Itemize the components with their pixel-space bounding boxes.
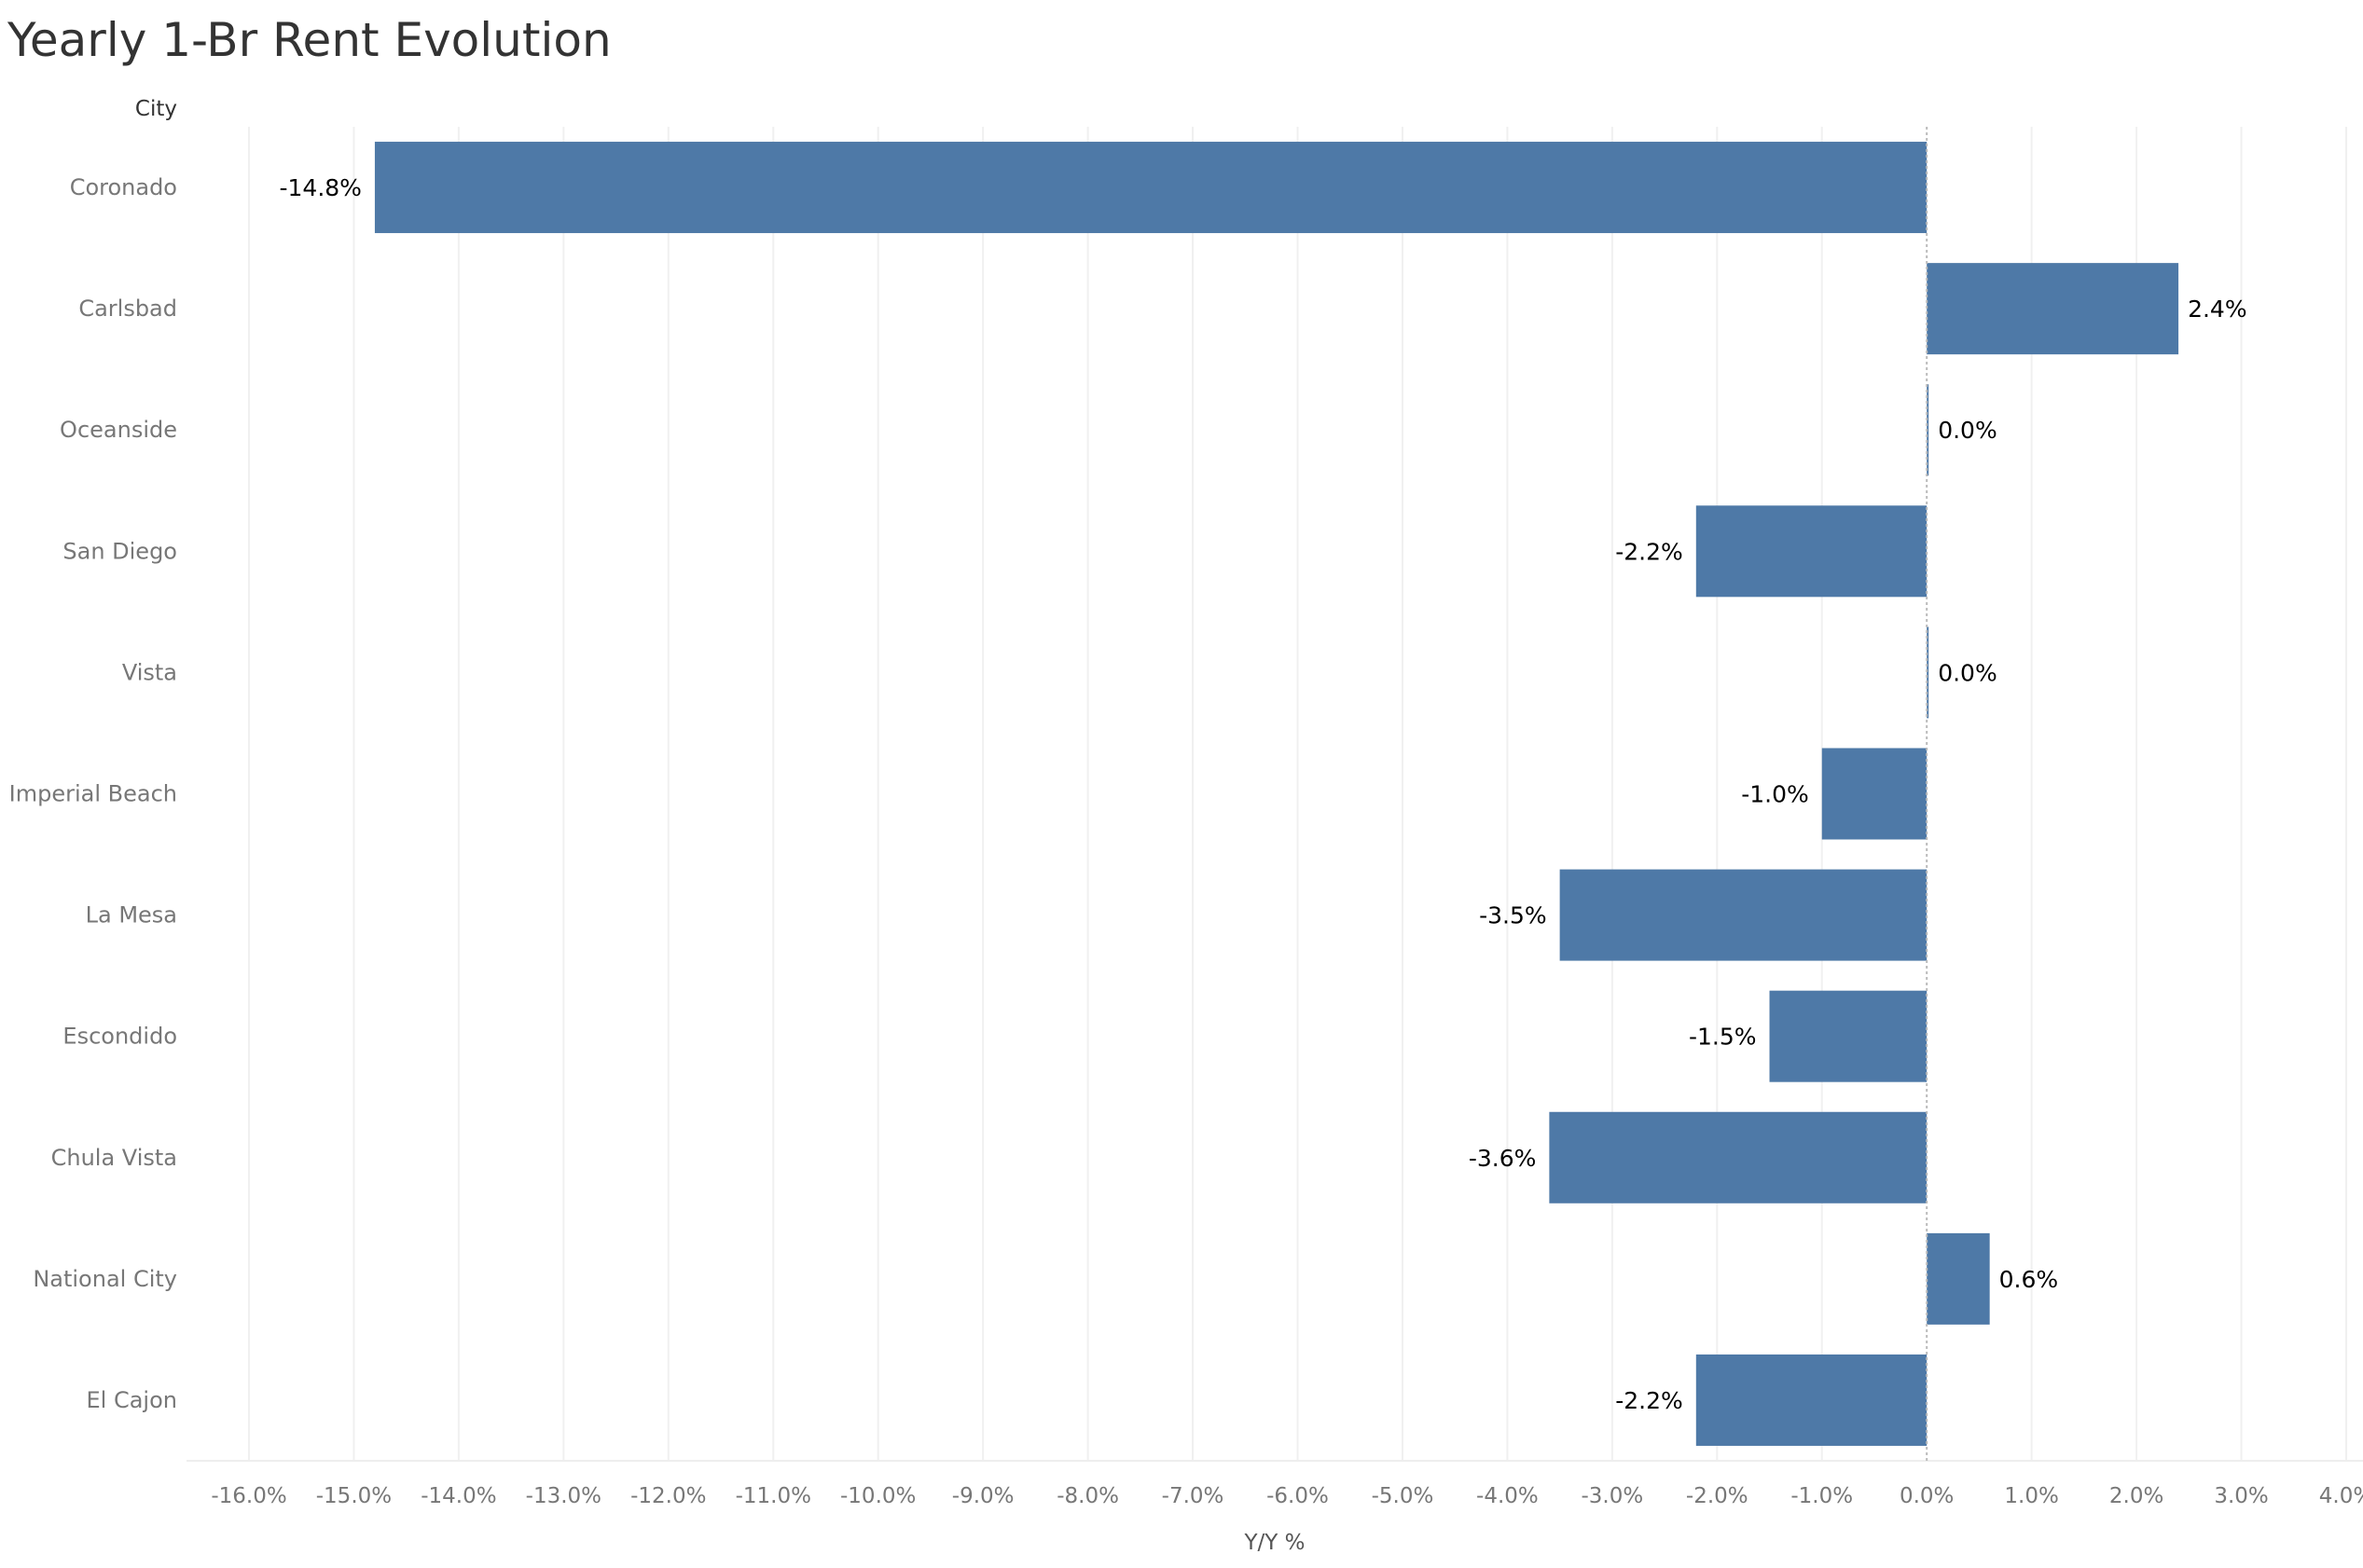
bar-imperial-beach[interactable] xyxy=(1821,748,1928,840)
row-label-san-diego: San Diego xyxy=(62,538,177,564)
x-tick-label: -15.0% xyxy=(316,1484,392,1508)
x-axis-title: Y/Y % xyxy=(1243,1531,1305,1555)
row-label-imperial-beach: Imperial Beach xyxy=(9,781,177,807)
x-tick-label: -1.0% xyxy=(1790,1484,1853,1508)
x-tick-label: -10.0% xyxy=(840,1484,916,1508)
x-tick-label: -7.0% xyxy=(1162,1484,1224,1508)
row-label-el-cajon: El Cajon xyxy=(87,1387,178,1413)
x-tick-label: -5.0% xyxy=(1372,1484,1434,1508)
bar-chula-vista[interactable] xyxy=(1549,1111,1928,1204)
x-tick-label: 2.0% xyxy=(2109,1484,2163,1508)
data-label-san-diego: -2.2% xyxy=(1615,538,1683,565)
data-label-national-city: 0.6% xyxy=(1999,1266,2059,1293)
x-tick-label: -13.0% xyxy=(526,1484,601,1508)
x-tick-label: -6.0% xyxy=(1266,1484,1329,1508)
x-tick-label: 1.0% xyxy=(2004,1484,2058,1508)
data-label-carlsbad: 2.4% xyxy=(2188,296,2247,323)
row-label-carlsbad: Carlsbad xyxy=(78,296,177,322)
x-tick-label: -12.0% xyxy=(630,1484,706,1508)
bar-vista[interactable] xyxy=(1927,626,1929,719)
row-label-vista: Vista xyxy=(122,659,177,685)
x-tick-label: -11.0% xyxy=(736,1484,811,1508)
chart-title: Yearly 1-Br Rent Evolution xyxy=(7,13,612,67)
bar-el-cajon[interactable] xyxy=(1695,1354,1928,1446)
row-label-national-city: National City xyxy=(33,1266,177,1292)
row-label-escondido: Escondido xyxy=(62,1024,177,1050)
bar-national-city[interactable] xyxy=(1927,1232,1990,1325)
row-label-oceanside: Oceanside xyxy=(60,417,177,443)
bar-san-diego[interactable] xyxy=(1695,505,1928,598)
x-tick-label: -4.0% xyxy=(1476,1484,1539,1508)
data-labels: -14.8% 2.4% 0.0% -2.2% 0.0% -1.0% -3.5% -1.5% -3… xyxy=(279,174,2246,1414)
data-label-imperial-beach: -1.0% xyxy=(1741,781,1809,808)
bar-carlsbad[interactable] xyxy=(1927,263,2179,355)
bar-la-mesa[interactable] xyxy=(1559,869,1928,961)
row-label-la-mesa: La Mesa xyxy=(86,902,177,928)
x-tick-label: -9.0% xyxy=(952,1484,1015,1508)
data-label-coronado: -14.8% xyxy=(279,174,361,201)
x-tick-label: 4.0% xyxy=(2319,1484,2363,1508)
x-tick-label: 0.0% xyxy=(1900,1484,1954,1508)
data-label-el-cajon: -2.2% xyxy=(1615,1387,1683,1414)
bar-coronado[interactable] xyxy=(374,142,1928,234)
x-tick-label: -16.0% xyxy=(211,1484,286,1508)
data-label-chula-vista: -3.6% xyxy=(1469,1145,1537,1172)
x-tick-label: -3.0% xyxy=(1581,1484,1643,1508)
row-labels: Coronado Carlsbad Oceanside San Diego Vista I… xyxy=(9,174,177,1413)
data-label-oceanside: 0.0% xyxy=(1938,417,1997,444)
data-label-la-mesa: -3.5% xyxy=(1479,902,1547,929)
x-axis-ticks: -16.0% -15.0% -14.0% -13.0% -12.0% -11.0% -10.… xyxy=(211,1484,2363,1508)
bars xyxy=(374,142,2179,1446)
data-label-vista: 0.0% xyxy=(1938,659,1997,686)
gridlines xyxy=(187,127,2363,1462)
data-label-escondido: -1.5% xyxy=(1689,1024,1757,1051)
x-tick-label: -2.0% xyxy=(1686,1484,1748,1508)
x-tick-label: -8.0% xyxy=(1057,1484,1119,1508)
x-tick-label: -14.0% xyxy=(421,1484,496,1508)
x-tick-label: 3.0% xyxy=(2214,1484,2268,1508)
row-dimension-header: City xyxy=(134,97,177,121)
bar-escondido[interactable] xyxy=(1769,990,1928,1082)
row-label-chula-vista: Chula Vista xyxy=(51,1145,177,1171)
row-label-coronado: Coronado xyxy=(70,174,177,200)
